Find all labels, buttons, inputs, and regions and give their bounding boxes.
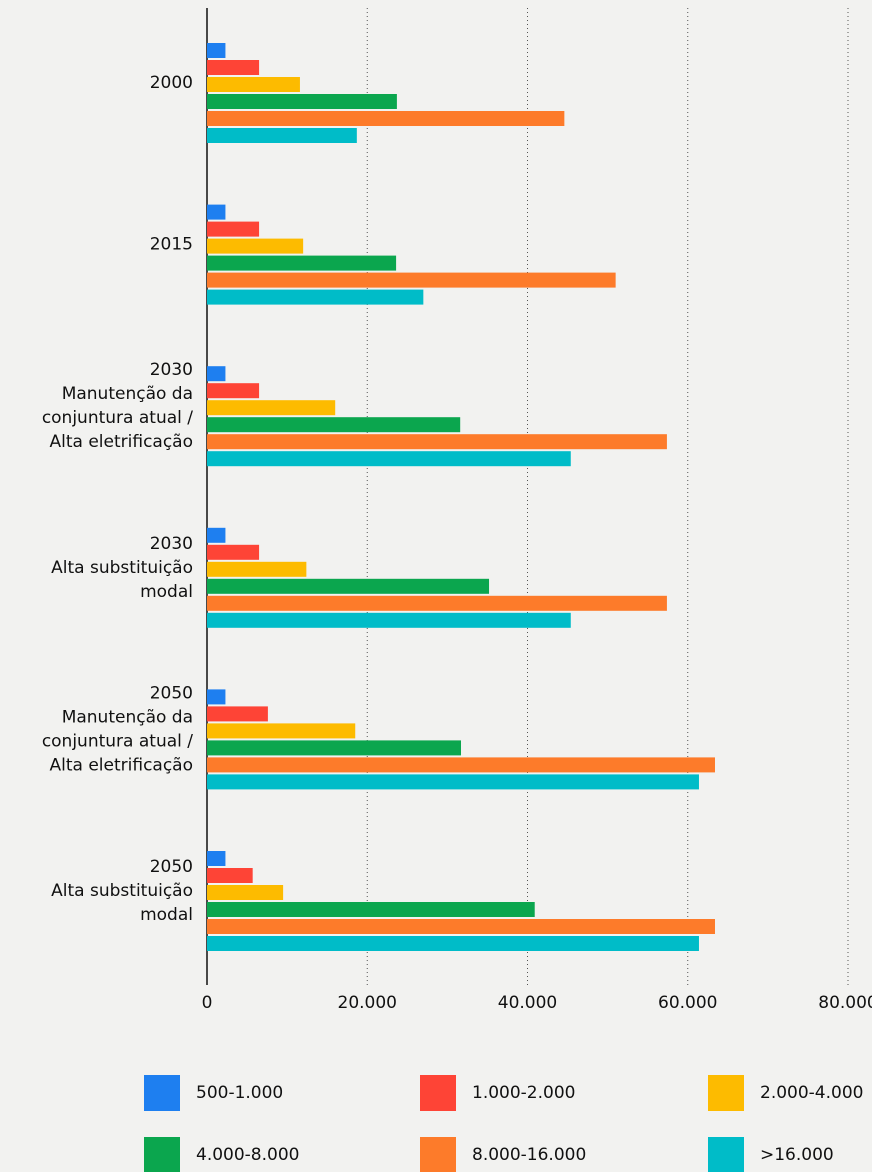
bar (207, 255, 397, 271)
legend-label: 2.000-4.000 (760, 1083, 863, 1103)
bar (207, 417, 461, 433)
bar (207, 936, 699, 951)
y-tick-label: modal (140, 905, 193, 925)
legend-label: 8.000-16.000 (472, 1145, 586, 1165)
bar (207, 757, 715, 773)
y-tick-label: Manutenção da (62, 707, 193, 727)
bar (207, 434, 667, 450)
bar (207, 868, 253, 883)
y-tick-label: conjuntura atual / (42, 731, 193, 751)
bar (207, 400, 336, 416)
y-tick-label: 2050 (150, 857, 193, 877)
y-tick-label: 2030 (150, 534, 193, 554)
bar (207, 111, 565, 126)
y-tick-label: Manutenção da (62, 384, 193, 404)
legend-swatch (420, 1075, 456, 1111)
legend-label: 4.000-8.000 (196, 1145, 299, 1165)
bar (207, 128, 357, 143)
y-tick-label: 2050 (150, 683, 193, 703)
y-tick-label: 2000 (150, 73, 193, 93)
bar (207, 383, 260, 399)
bar (207, 740, 461, 756)
bar (207, 851, 226, 866)
y-tick-label: Alta substituição (51, 881, 193, 901)
legend-label: >16.000 (760, 1145, 834, 1165)
bar (207, 595, 667, 611)
bar (207, 77, 300, 92)
bar (207, 723, 356, 739)
legend-swatch (420, 1137, 456, 1172)
bar (207, 238, 304, 254)
bar (207, 689, 226, 705)
bar (207, 204, 226, 220)
x-tick-label: 80.000 (818, 993, 872, 1013)
legend-swatch (708, 1137, 744, 1172)
bar (207, 43, 226, 58)
bar (207, 612, 571, 628)
bar (207, 885, 284, 900)
y-tick-label: Alta eletrificação (50, 432, 194, 452)
x-tick-label: 60.000 (658, 993, 717, 1013)
bar (207, 94, 397, 109)
bar (207, 527, 226, 543)
legend-label: 500-1.000 (196, 1083, 283, 1103)
bar (207, 272, 616, 288)
x-tick-label: 0 (202, 993, 213, 1013)
bar (207, 289, 424, 305)
x-tick-label: 40.000 (498, 993, 557, 1013)
bar (207, 451, 571, 467)
bar (207, 578, 490, 594)
y-tick-label: 2015 (150, 235, 193, 255)
y-tick-label: conjuntura atual / (42, 408, 193, 428)
x-tick-label: 20.000 (338, 993, 397, 1013)
y-tick-label: 2030 (150, 360, 193, 380)
bar (207, 919, 715, 934)
legend-label: 1.000-2.000 (472, 1083, 575, 1103)
legend-swatch (144, 1137, 180, 1172)
bar (207, 221, 260, 237)
y-tick-label: modal (140, 582, 193, 602)
bar (207, 366, 226, 382)
y-tick-label: Alta substituição (51, 558, 193, 578)
legend-swatch (144, 1075, 180, 1111)
bar (207, 774, 699, 790)
bar (207, 60, 260, 75)
y-tick-label: Alta eletrificação (50, 755, 194, 775)
bar (207, 902, 535, 917)
legend-swatch (708, 1075, 744, 1111)
bar (207, 706, 268, 722)
bar (207, 544, 260, 560)
bar (207, 561, 307, 577)
